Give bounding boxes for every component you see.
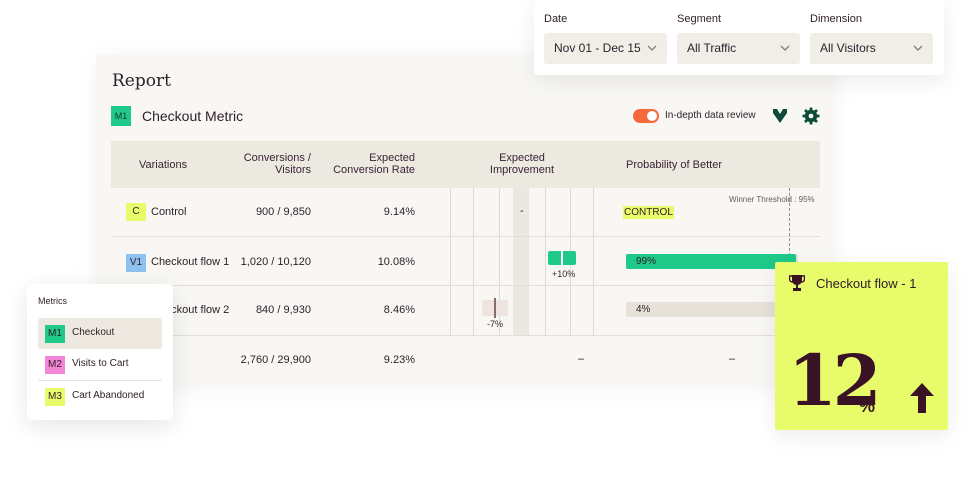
improvement-label: -7%	[487, 319, 504, 329]
total-probability: –	[729, 353, 736, 365]
grid-line	[499, 188, 500, 335]
chevron-down-icon	[913, 45, 923, 51]
control-tag: CONTROL	[623, 206, 674, 219]
rate-cell: 9.14%	[383, 206, 415, 218]
gear-icon[interactable]	[802, 107, 820, 125]
variation-name: Control	[151, 206, 187, 218]
dimension-label: Dimension	[810, 13, 862, 25]
variation-chip-v1: V1	[126, 254, 146, 272]
grid-line	[545, 188, 546, 335]
rate-cell: 8.46%	[383, 304, 415, 316]
col-probability: Probability of Better	[626, 159, 722, 171]
metrics-panel: Metrics M1 Checkout M2 Visits to Cart M3…	[27, 284, 173, 420]
report-card: Report M1 Checkout Metric In-depth data …	[96, 54, 834, 384]
in-depth-review-label: In-depth data review	[665, 110, 756, 121]
probability-label: 99%	[636, 256, 657, 267]
date-value: Nov 01 - Dec 15	[554, 41, 641, 55]
winner-name: Checkout flow - 1	[816, 276, 917, 291]
probability-track: 99%	[626, 254, 798, 269]
table-header	[111, 141, 820, 188]
segment-select[interactable]: All Traffic	[677, 33, 800, 64]
row-divider	[111, 236, 820, 237]
chevron-down-icon	[647, 45, 657, 51]
conversions-cell: 1,020 / 10,120	[240, 256, 311, 268]
col-expected-rate: Expected Conversion Rate	[333, 152, 415, 176]
col-variations: Variations	[139, 159, 188, 171]
filter-icon[interactable]	[772, 108, 788, 124]
winner-card: Checkout flow - 1 12 %	[775, 262, 948, 430]
total-rate: 9.23%	[383, 354, 415, 366]
segment-label: Segment	[677, 13, 722, 25]
col-conversions: Conversions / Visitors	[243, 152, 311, 176]
row-divider	[111, 335, 820, 336]
total-conversions: 2,760 / 29,900	[240, 354, 311, 366]
metrics-title: Metrics	[38, 296, 67, 306]
variation-name: Checkout flow 1	[151, 256, 230, 268]
winner-value: 12	[788, 339, 881, 422]
total-improvement: –	[578, 353, 585, 365]
in-depth-review-toggle[interactable]	[633, 109, 659, 123]
metric-divider	[38, 380, 162, 381]
chevron-down-icon	[780, 45, 790, 51]
trophy-icon	[789, 275, 805, 291]
grid-line	[473, 188, 474, 335]
filters-card: Date Nov 01 - Dec 15 Segment All Traffic…	[534, 0, 944, 75]
metric-badge: M1	[111, 106, 131, 126]
improvement-marker	[494, 298, 496, 318]
improvement-label: +10%	[552, 269, 576, 279]
col-expected-improvement: Expected Improvement	[489, 152, 555, 176]
metric-label: Checkout	[72, 327, 115, 338]
metric-item-cart-abandoned[interactable]: M3 Cart Abandoned	[38, 381, 162, 412]
arrow-up-icon	[910, 383, 934, 413]
conversions-cell: 900 / 9,850	[255, 206, 311, 218]
dimension-value: All Visitors	[820, 41, 876, 55]
report-title: Report	[112, 71, 171, 91]
grid-line	[450, 188, 451, 335]
metric-title: Checkout Metric	[142, 108, 244, 124]
segment-value: All Traffic	[687, 41, 737, 55]
metric-item-visits-to-cart[interactable]: M2 Visits to Cart	[38, 349, 162, 380]
metric-label: Visits to Cart	[72, 358, 129, 369]
winner-threshold-line	[789, 188, 790, 306]
control-band	[513, 188, 529, 335]
improvement-marker	[561, 249, 563, 267]
winner-threshold-label: Winner Threshold : 95%	[729, 195, 815, 204]
improvement-cell: -	[520, 205, 524, 217]
metric-item-checkout[interactable]: M1 Checkout	[38, 318, 162, 349]
metric-label: Cart Abandoned	[72, 390, 145, 401]
rate-cell: 10.08%	[377, 256, 415, 268]
dimension-select[interactable]: All Visitors	[810, 33, 933, 64]
variation-chip-control: C	[126, 203, 146, 221]
conversions-cell: 840 / 9,930	[255, 304, 311, 316]
probability-track: 4%	[626, 302, 776, 317]
probability-fill	[626, 254, 797, 269]
probability-label: 4%	[636, 304, 651, 315]
date-label: Date	[544, 13, 568, 25]
winner-unit: %	[859, 396, 876, 416]
date-select[interactable]: Nov 01 - Dec 15	[544, 33, 667, 64]
metric-chip: M2	[45, 356, 65, 374]
row-divider	[111, 285, 820, 286]
grid-line	[593, 188, 594, 335]
metric-chip: M3	[45, 388, 65, 406]
metric-chip: M1	[45, 325, 65, 343]
